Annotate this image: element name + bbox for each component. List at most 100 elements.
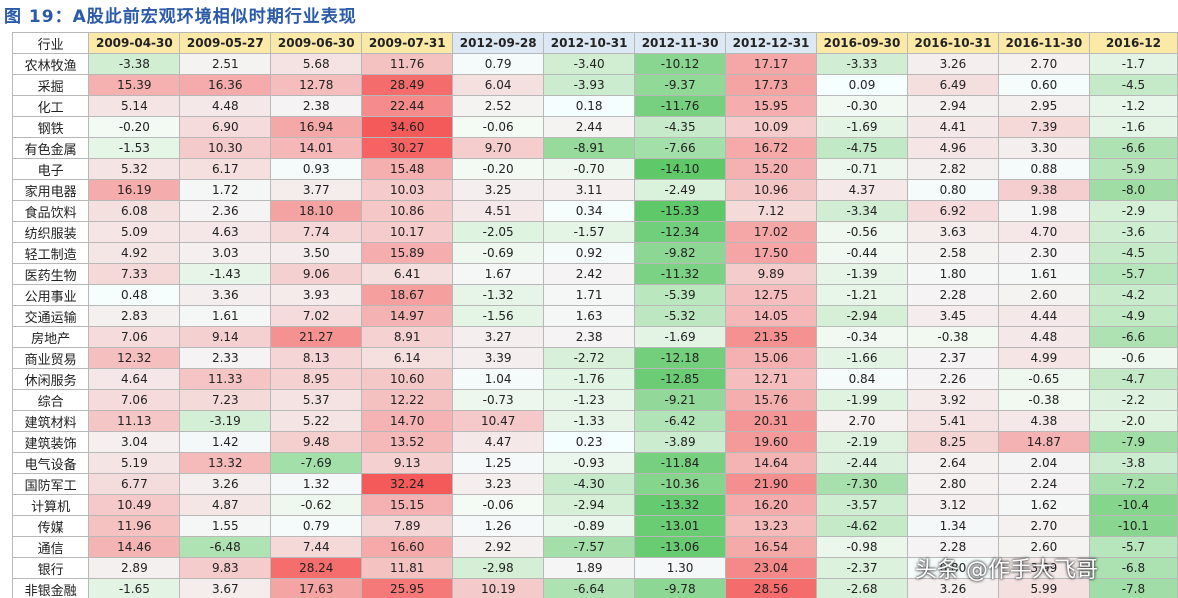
value-cell: -0.73 [452, 389, 545, 411]
value-cell: 2.28 [906, 536, 999, 558]
value-cell: 1.42 [179, 431, 272, 453]
value-cell: 22.44 [361, 95, 454, 117]
value-cell: 6.17 [179, 158, 272, 180]
value-cell: 18.10 [270, 200, 363, 222]
value-cell: 3.12 [906, 494, 999, 516]
value-cell: 5.99 [997, 578, 1090, 598]
value-cell: 6.04 [452, 74, 545, 96]
value-cell: 1.61 [179, 305, 272, 327]
value-cell: 1.32 [270, 473, 363, 495]
value-cell: 2.64 [906, 452, 999, 474]
value-cell: -3.38 [88, 53, 181, 75]
table-row: 通信 14.46 -6.48 7.44 16.60 2.92 -7.57 -13.06 16.5… [12, 536, 1178, 558]
table-row: 医药生物 7.33 -1.43 9.06 6.41 1.67 2.42 -11.32 9.89-… [12, 263, 1178, 285]
table-body: 农林牧渔 -3.38 2.51 5.68 11.76 0.79 -3.40 -10.12 17.… [12, 53, 1178, 598]
value-cell: 3.23 [452, 473, 545, 495]
value-cell: 17.63 [270, 578, 363, 598]
value-cell: 2.33 [179, 347, 272, 369]
industry-name: 家用电器 [12, 179, 90, 201]
value-cell: -0.20 [452, 158, 545, 180]
value-cell: -3.40 [543, 53, 636, 75]
industry-name: 食品饮料 [12, 200, 90, 222]
header-row: 行业 2009-04-30 2009-05-27 2009-06-30 2009-07… [12, 32, 1178, 54]
industry-name: 房地产 [12, 326, 90, 348]
value-cell: 2.52 [452, 95, 545, 117]
table-row: 农林牧渔 -3.38 2.51 5.68 11.76 0.79 -3.40 -10.12 17.… [12, 53, 1178, 75]
value-cell: 16.36 [179, 74, 272, 96]
industry-name: 国防军工 [12, 473, 90, 495]
value-cell: -1.43 [179, 263, 272, 285]
value-cell: 12.22 [361, 389, 454, 411]
value-cell: -7.9 [1088, 431, 1178, 453]
value-cell: 16.19 [88, 179, 181, 201]
value-cell: 3.93 [270, 284, 363, 306]
value-cell: -4.5 [1088, 242, 1178, 264]
table-row: 传媒 11.96 1.55 0.79 7.89 1.26 -0.89 -13.01 13.23-… [12, 515, 1178, 537]
value-cell: 2.24 [997, 473, 1090, 495]
industry-name: 交通运输 [12, 305, 90, 327]
value-cell: -9.37 [634, 74, 727, 96]
table-row: 计算机 10.49 4.87 -0.62 15.15 -0.06 -2.94 -13.32 16… [12, 494, 1178, 516]
value-cell: -1.39 [816, 263, 908, 285]
value-cell: 5.68 [270, 53, 363, 75]
value-cell: 1.72 [179, 179, 272, 201]
value-cell: -5.7 [1088, 263, 1178, 285]
value-cell: 9.83 [179, 557, 272, 579]
value-cell: -6.6 [1088, 326, 1178, 348]
value-cell: 12.75 [725, 284, 817, 306]
value-cell: -2.68 [816, 578, 908, 598]
value-cell: -2.94 [543, 494, 636, 516]
industry-name: 综合 [12, 389, 90, 411]
value-cell: -0.70 [543, 158, 636, 180]
value-cell: -9.82 [634, 242, 727, 264]
date-header: 2009-04-30 [88, 32, 181, 54]
value-cell: 9.89 [725, 263, 817, 285]
date-header: 2009-07-31 [361, 32, 454, 54]
value-cell: 3.11 [543, 179, 636, 201]
value-cell: -1.76 [543, 368, 636, 390]
industry-name: 休闲服务 [12, 368, 90, 390]
industry-name: 建筑材料 [12, 410, 90, 432]
value-cell: -2.05 [452, 221, 545, 243]
value-cell: -12.34 [634, 221, 727, 243]
value-cell: 1.89 [543, 557, 636, 579]
value-cell: 0.48 [88, 284, 181, 306]
value-cell: 3.50 [270, 242, 363, 264]
value-cell: 1.55 [179, 515, 272, 537]
value-cell: -7.30 [816, 473, 908, 495]
value-cell: 7.23 [179, 389, 272, 411]
industry-name: 建筑装饰 [12, 431, 90, 453]
value-cell: -6.42 [634, 410, 727, 432]
value-cell: 19.60 [725, 431, 817, 453]
value-cell: 34.60 [361, 116, 454, 138]
value-cell: -11.76 [634, 95, 727, 117]
value-cell: 4.63 [179, 221, 272, 243]
industry-name: 通信 [12, 536, 90, 558]
table-row: 房地产 7.06 9.14 21.27 8.91 3.27 2.38 -1.69 21.35 -0… [12, 326, 1178, 348]
value-cell: 14.70 [361, 410, 454, 432]
value-cell: -10.12 [634, 53, 727, 75]
value-cell: 4.70 [997, 221, 1090, 243]
value-cell: 7.02 [270, 305, 363, 327]
value-cell: -5.7 [1088, 536, 1178, 558]
value-cell: 8.25 [906, 431, 999, 453]
value-cell: 14.97 [361, 305, 454, 327]
value-cell: 0.18 [543, 95, 636, 117]
value-cell: -5.32 [634, 305, 727, 327]
value-cell: -6.6 [1088, 137, 1178, 159]
value-cell: -10.36 [634, 473, 727, 495]
value-cell: 12.78 [270, 74, 363, 96]
value-cell: 7.33 [88, 263, 181, 285]
value-cell: -1.99 [816, 389, 908, 411]
value-cell: 2.82 [906, 158, 999, 180]
value-cell: 4.37 [816, 179, 908, 201]
value-cell: 3.45 [906, 305, 999, 327]
value-cell: 15.39 [88, 74, 181, 96]
value-cell: 21.35 [725, 326, 817, 348]
value-cell: -2.19 [816, 431, 908, 453]
value-cell: -7.8 [1088, 578, 1178, 598]
value-cell: 5.19 [88, 452, 181, 474]
value-cell: 3.77 [270, 179, 363, 201]
table-row: 食品饮料 6.08 2.36 18.10 10.86 4.51 0.34 -15.33 7.12… [12, 200, 1178, 222]
value-cell: 2.51 [179, 53, 272, 75]
